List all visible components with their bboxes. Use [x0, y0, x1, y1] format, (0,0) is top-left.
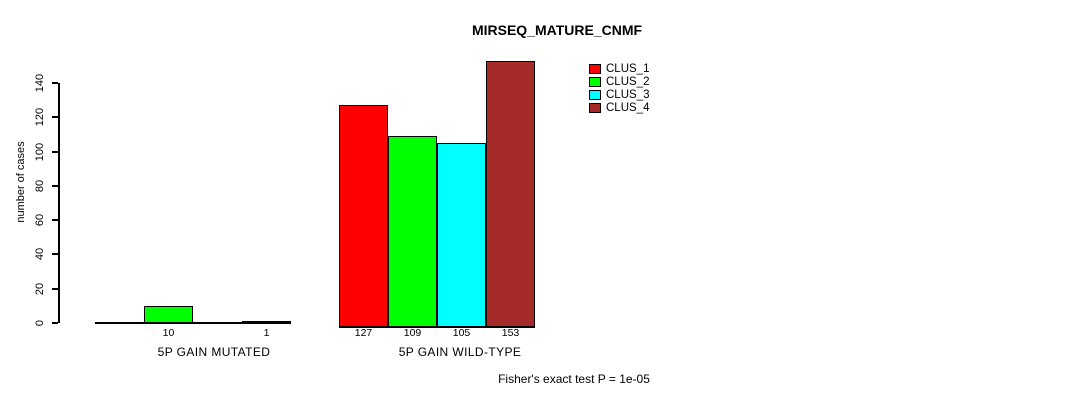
- legend-label: CLUS_3: [606, 88, 650, 101]
- bar-count-label: 153: [501, 327, 520, 339]
- y-tick-label: 40: [34, 248, 46, 261]
- group-label-2: 5P GAIN WILD-TYPE: [398, 345, 522, 359]
- fisher-test-annotation: Fisher's exact test P = 1e-05: [498, 372, 650, 386]
- legend-swatch-clus_3: [589, 89, 601, 100]
- y-tick-label: 120: [34, 108, 46, 127]
- y-tick-label: 100: [34, 142, 46, 161]
- bar-count-label: 105: [452, 327, 471, 339]
- y-axis-line: [58, 83, 60, 323]
- chart-title: MIRSEQ_MATURE_CNMF: [471, 22, 643, 38]
- bar-count-label: 127: [354, 327, 373, 339]
- y-tick-mark: [52, 219, 58, 222]
- y-tick-mark: [52, 150, 58, 153]
- bar-clus_4-group2: [486, 61, 535, 328]
- legend: CLUS_1 CLUS_2 CLUS_3 CLUS_4: [589, 62, 649, 114]
- y-tick-mark: [52, 82, 58, 84]
- bar-clus_1-group2: [339, 105, 388, 328]
- y-tick-label: 60: [34, 214, 46, 227]
- legend-swatch-clus_4: [589, 102, 601, 113]
- legend-row: CLUS_1: [589, 62, 649, 75]
- legend-label: CLUS_2: [606, 75, 650, 88]
- legend-label: CLUS_4: [606, 101, 650, 114]
- y-tick-label: 140: [34, 73, 46, 93]
- y-tick-mark: [52, 322, 58, 324]
- y-tick-mark: [52, 287, 58, 290]
- bar-clus_2-group2: [388, 136, 437, 328]
- group-label-1: 5P GAIN MUTATED: [157, 345, 271, 359]
- legend-swatch-clus_2: [589, 76, 601, 87]
- legend-row: CLUS_2: [589, 75, 649, 88]
- bar-count-label: 10: [162, 327, 175, 339]
- legend-swatch-clus_1: [589, 63, 601, 74]
- y-tick-mark: [52, 253, 58, 256]
- y-axis-label: number of cases: [15, 141, 27, 223]
- y-tick-label: 0: [34, 319, 46, 327]
- legend-label: CLUS_1: [606, 62, 650, 75]
- legend-row: CLUS_3: [589, 88, 649, 101]
- bar-count-label: 109: [403, 327, 422, 339]
- y-tick-mark: [52, 116, 58, 119]
- group-baseline: [95, 322, 291, 324]
- bar-clus_3-group2: [437, 143, 486, 328]
- bar-count-label: 1: [263, 327, 270, 339]
- legend-row: CLUS_4: [589, 101, 649, 114]
- y-tick-label: 20: [34, 282, 46, 295]
- y-tick-mark: [52, 184, 58, 187]
- group-baseline: [339, 326, 535, 328]
